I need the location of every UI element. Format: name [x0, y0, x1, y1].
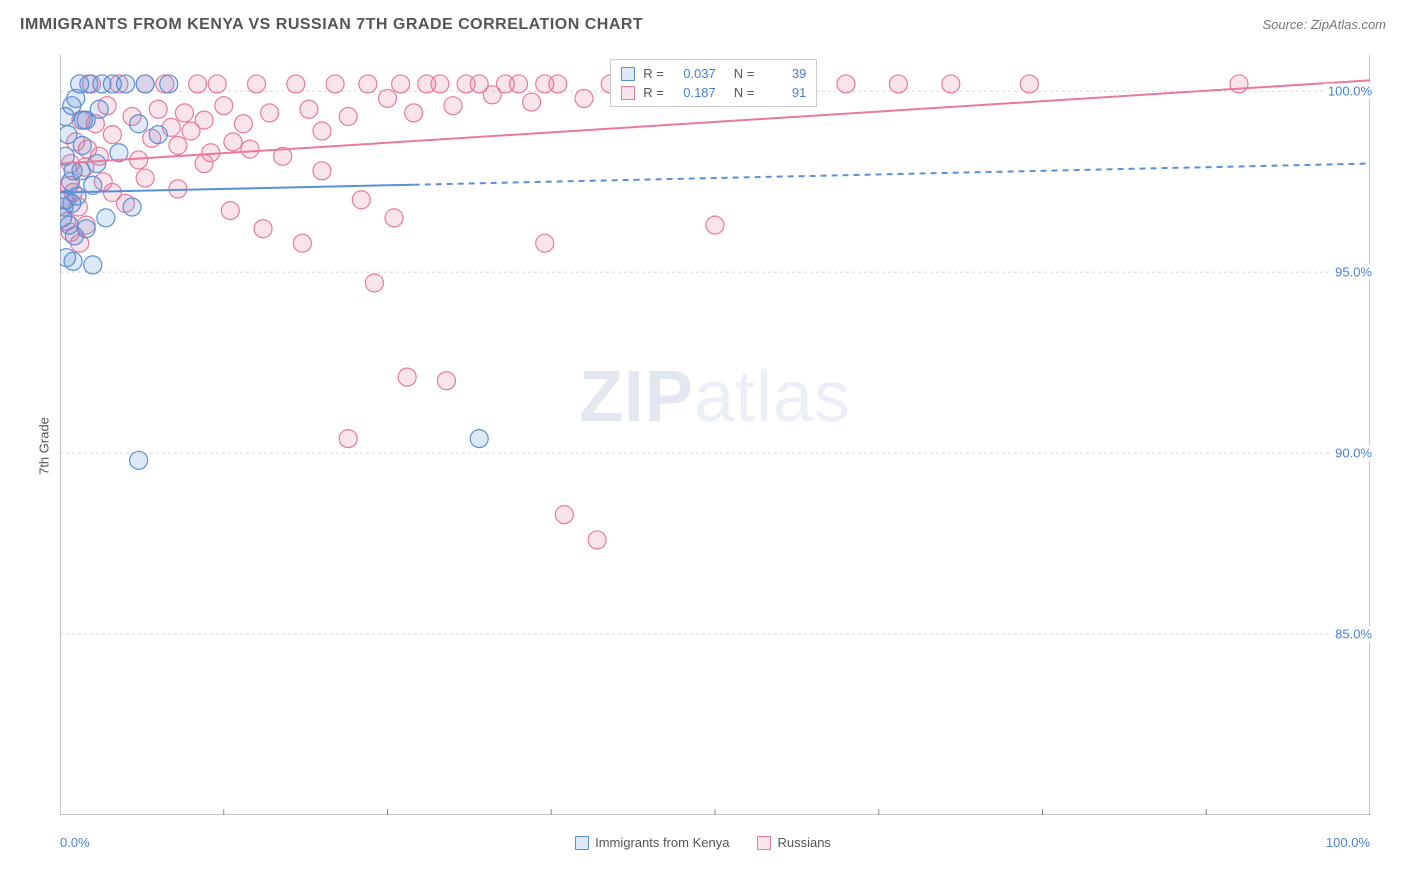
legend-row-kenya: R = 0.037 N = 39: [621, 64, 806, 83]
russian-r-value: 0.187: [672, 85, 716, 100]
n-label: N =: [734, 85, 755, 100]
legend-row-russian: R = 0.187 N = 91: [621, 83, 806, 102]
plot-area: ZIPatlas 85.0%90.0%95.0%100.0% R = 0.037…: [60, 55, 1370, 815]
y-tick-label: 85.0%: [1331, 627, 1372, 642]
kenya-swatch: [621, 67, 635, 81]
russian-legend-label: Russians: [777, 835, 830, 850]
y-tick-label: 90.0%: [1331, 446, 1372, 461]
legend-item-russian: Russians: [757, 835, 830, 850]
y-tick-label: 95.0%: [1331, 265, 1372, 280]
russian-swatch: [621, 86, 635, 100]
kenya-legend-swatch: [575, 836, 589, 850]
legend-item-kenya: Immigrants from Kenya: [575, 835, 729, 850]
russian-legend-swatch: [757, 836, 771, 850]
r-label: R =: [643, 85, 664, 100]
y-axis-label: 7th Grade: [36, 417, 51, 475]
kenya-n-value: 39: [762, 66, 806, 81]
kenya-legend-label: Immigrants from Kenya: [595, 835, 729, 850]
kenya-r-value: 0.037: [672, 66, 716, 81]
n-label: N =: [734, 66, 755, 81]
scatter-svg: [60, 55, 1370, 815]
russian-n-value: 91: [762, 85, 806, 100]
r-label: R =: [643, 66, 664, 81]
y-tick-label: 100.0%: [1324, 84, 1372, 99]
source-label: Source: ZipAtlas.com: [1262, 17, 1386, 32]
chart-title: IMMIGRANTS FROM KENYA VS RUSSIAN 7TH GRA…: [20, 16, 643, 34]
correlation-legend: R = 0.037 N = 39 R = 0.187 N = 91: [610, 59, 817, 107]
series-legend: Immigrants from Kenya Russians: [0, 835, 1406, 850]
